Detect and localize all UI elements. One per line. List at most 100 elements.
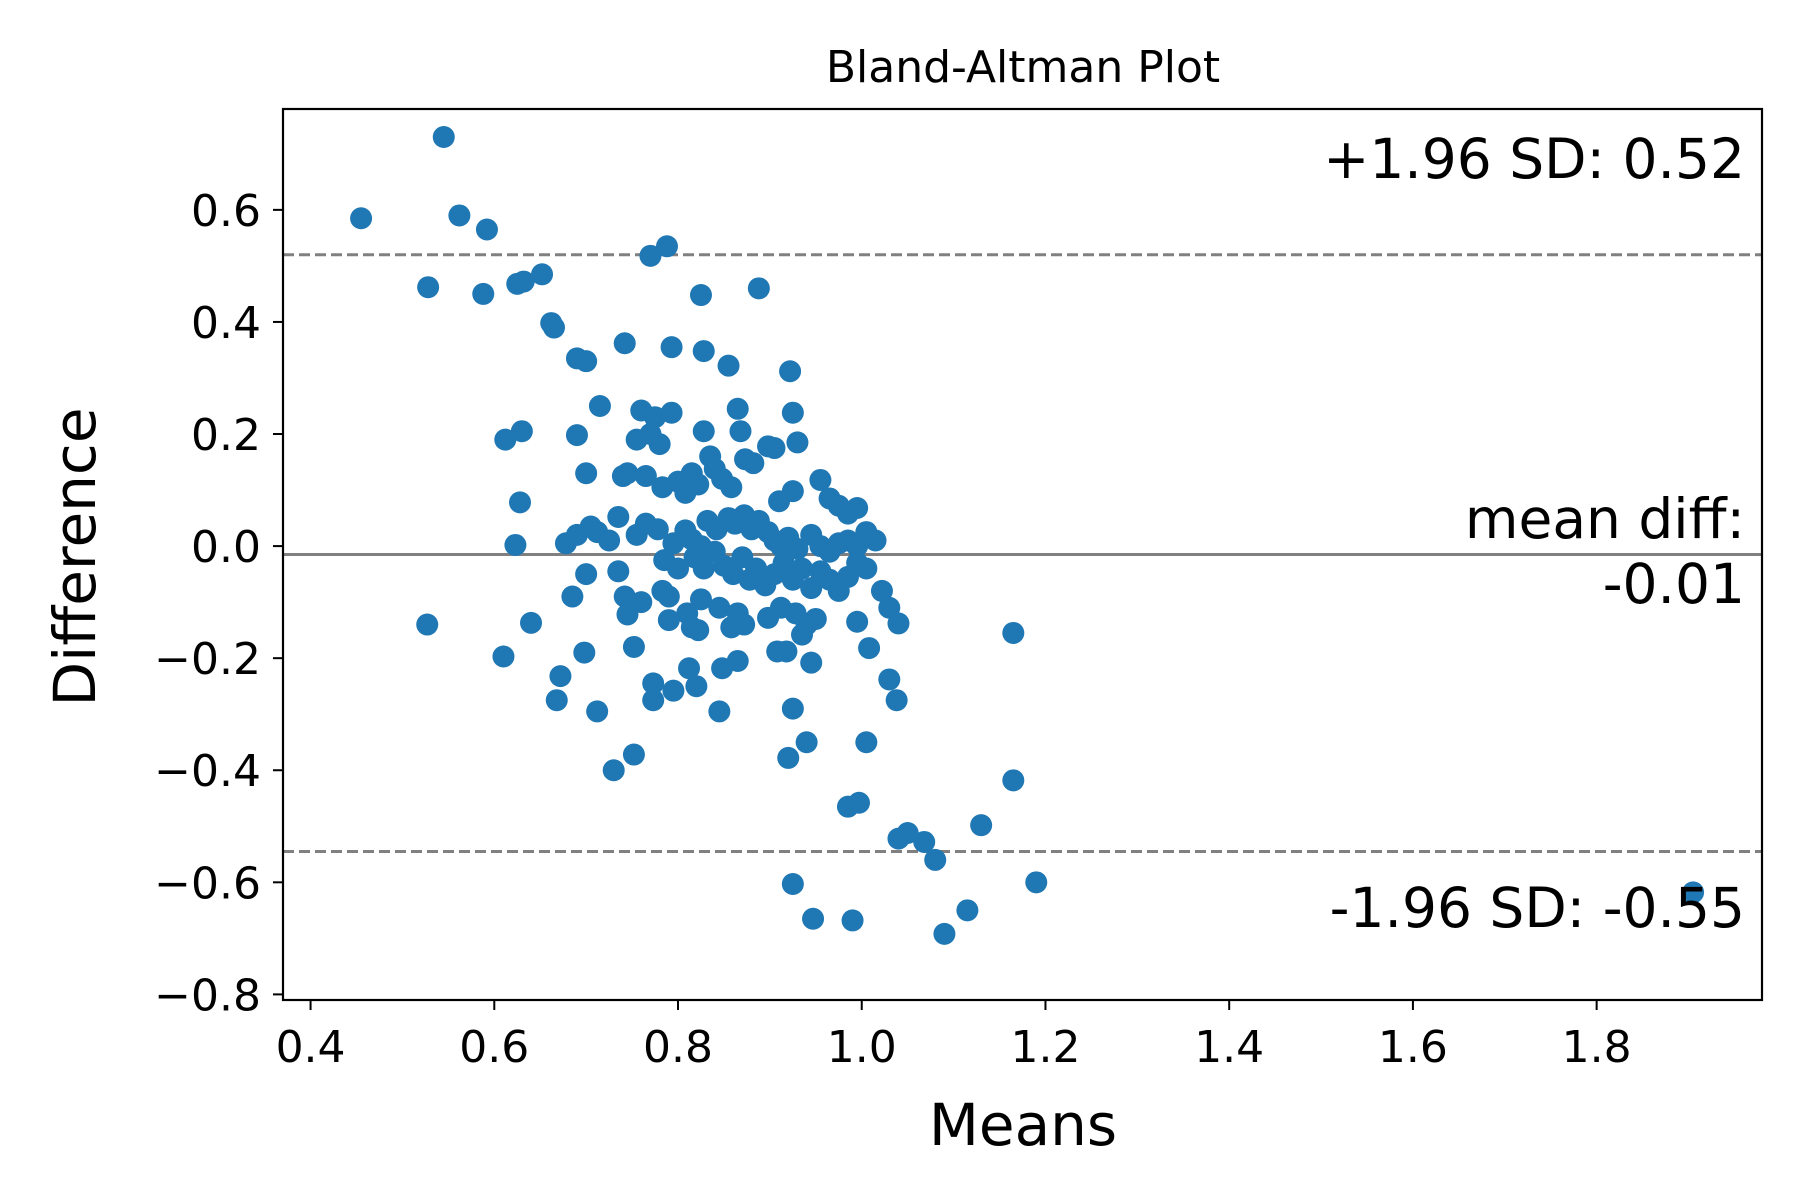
data-point: [575, 350, 598, 373]
data-point: [847, 791, 870, 814]
data-point: [687, 473, 710, 496]
data-point: [864, 529, 887, 552]
data-point: [729, 610, 752, 633]
x-tick-label: 0.8: [643, 1022, 713, 1073]
data-point: [472, 282, 495, 305]
data-point: [717, 354, 740, 377]
y-axis-title: Difference: [41, 407, 109, 706]
x-axis-ticks: 0.4 0.6 0.8 1.0 1.2 1.4 1.6 1.8: [276, 1000, 1632, 1073]
data-point: [565, 424, 588, 447]
data-point: [520, 611, 543, 634]
data-point: [492, 645, 515, 668]
data-point: [417, 276, 440, 299]
data-point: [924, 848, 947, 871]
data-point: [804, 607, 827, 630]
data-point: [607, 560, 630, 583]
data-point: [729, 420, 752, 443]
data-point: [779, 360, 802, 383]
data-point: [660, 336, 683, 359]
data-point: [1682, 881, 1705, 904]
x-tick-label: 1.6: [1378, 1022, 1448, 1073]
data-point: [448, 204, 471, 227]
data-points: [350, 126, 1705, 945]
data-point: [689, 284, 712, 307]
data-point: [504, 533, 527, 556]
data-point: [885, 689, 908, 712]
data-point: [545, 689, 568, 712]
data-point: [616, 462, 639, 485]
data-point: [772, 551, 795, 574]
y-tick-label: −0.6: [154, 858, 261, 909]
x-tick-label: 1.8: [1562, 1022, 1632, 1073]
data-point: [775, 640, 798, 663]
data-point: [855, 731, 878, 754]
data-point: [616, 603, 639, 626]
data-point: [598, 529, 621, 552]
data-point: [509, 491, 532, 514]
data-point: [846, 610, 869, 633]
data-point: [350, 207, 373, 230]
data-point: [956, 899, 979, 922]
data-point: [726, 397, 749, 420]
data-point: [763, 437, 786, 460]
y-tick-label: 0.2: [191, 410, 261, 461]
data-point: [777, 746, 800, 769]
data-point: [692, 340, 715, 363]
data-point: [1025, 871, 1048, 894]
data-point: [870, 579, 893, 602]
y-axis-ticks: 0.6 0.4 0.2 0.0 −0.2 −0.4 −0.6 −0.8: [154, 186, 283, 1021]
data-point: [549, 665, 572, 688]
data-point: [1002, 621, 1025, 644]
data-point: [602, 759, 625, 782]
data-point: [655, 235, 678, 258]
x-axis-title: Means: [929, 1091, 1117, 1159]
data-point: [510, 420, 533, 443]
y-tick-label: −0.2: [154, 634, 261, 685]
data-point: [689, 588, 712, 611]
data-point: [933, 922, 956, 945]
data-point: [858, 637, 881, 660]
data-point: [791, 623, 814, 646]
data-point: [800, 651, 823, 674]
x-tick-label: 0.4: [276, 1022, 346, 1073]
y-tick-label: 0.6: [191, 186, 261, 237]
x-tick-label: 1.4: [1194, 1022, 1264, 1073]
data-point: [781, 401, 804, 424]
data-point: [726, 649, 749, 672]
data-point: [855, 557, 878, 580]
data-point: [841, 909, 864, 932]
data-point: [781, 697, 804, 720]
y-tick-label: −0.4: [154, 746, 261, 797]
data-point: [809, 468, 832, 491]
data-point: [657, 585, 680, 608]
data-point: [722, 563, 745, 586]
reference-lines: [283, 253, 1762, 853]
plot-frame: [281, 107, 1764, 1002]
data-point: [432, 126, 455, 149]
data-point: [634, 465, 657, 488]
data-point: [800, 577, 823, 600]
chart-title: Bland-Altman Plot: [826, 42, 1220, 93]
data-point: [667, 557, 690, 580]
data-point: [531, 263, 554, 286]
data-point: [846, 496, 869, 519]
data-point: [802, 907, 825, 930]
data-point: [896, 822, 919, 845]
data-point: [678, 657, 701, 680]
x-tick-label: 1.2: [1010, 1022, 1080, 1073]
data-point: [795, 731, 818, 754]
data-point: [644, 406, 667, 429]
y-tick-label: 0.4: [191, 298, 261, 349]
data-point: [542, 316, 565, 339]
data-point: [475, 218, 498, 241]
data-point: [692, 420, 715, 443]
data-point: [561, 585, 584, 608]
y-tick-label: 0.0: [191, 522, 261, 573]
data-point: [586, 700, 609, 723]
data-point: [742, 452, 765, 475]
lower-limit-annotation: -1.96 SD: -0.55: [1330, 876, 1745, 940]
data-point: [575, 563, 598, 586]
data-point: [575, 462, 598, 485]
data-point: [786, 537, 809, 560]
